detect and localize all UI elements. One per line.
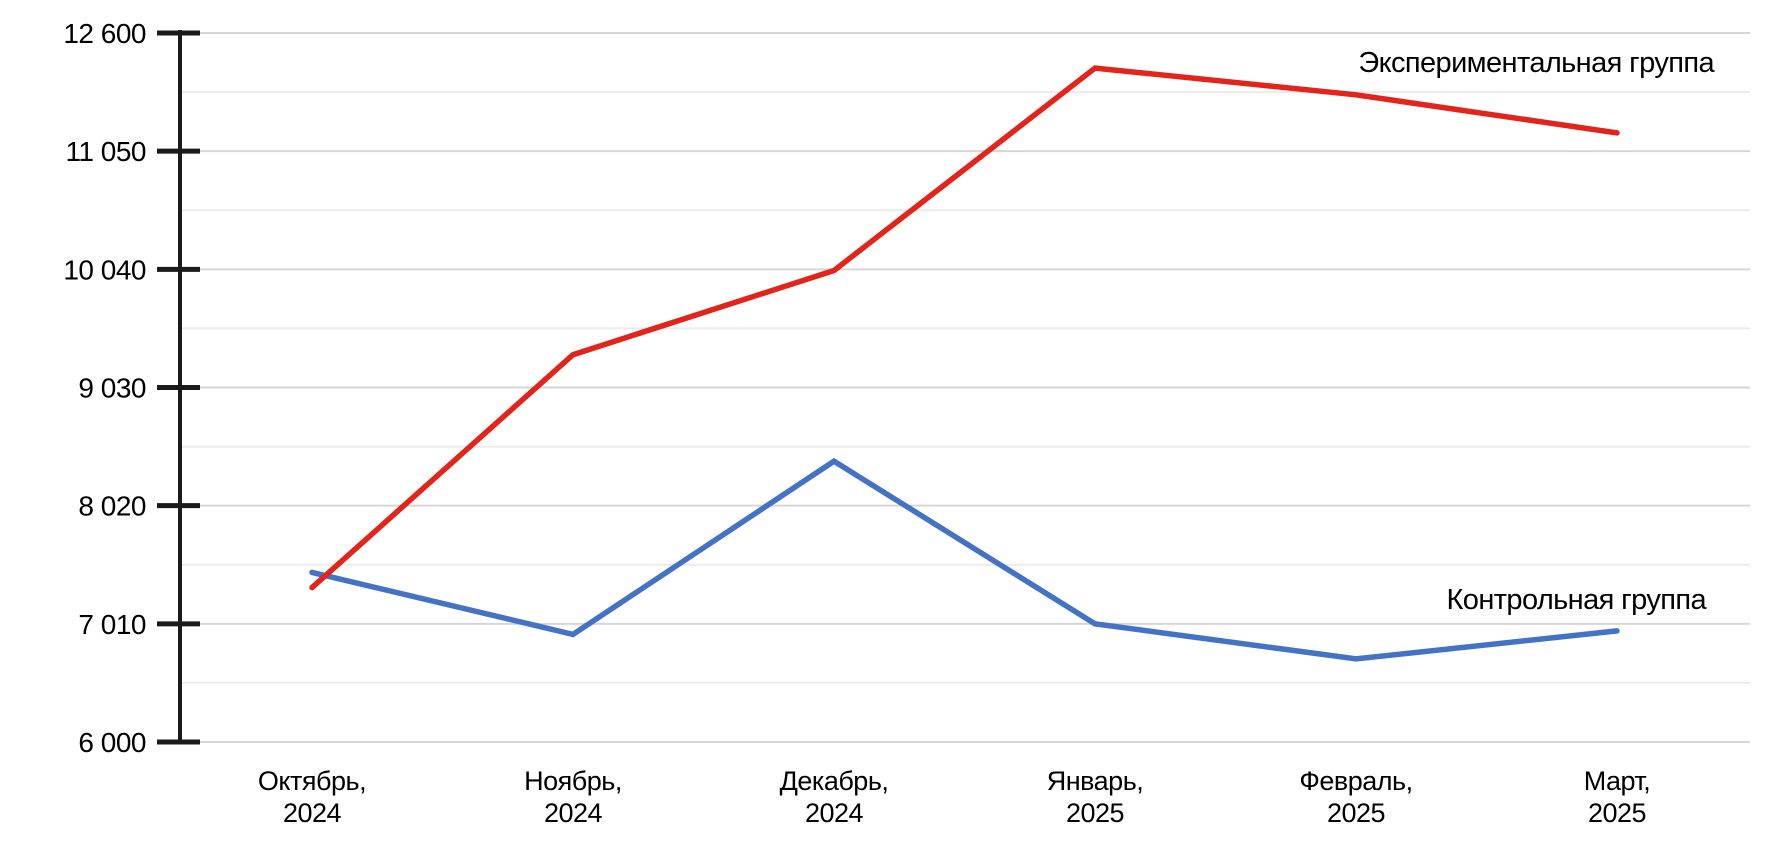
x-category-label: Март, 2025 [1584, 766, 1651, 828]
y-tick-label: 9 030 [78, 373, 146, 404]
series-line-control [309, 457, 1620, 662]
y-tick-label: 8 020 [78, 491, 146, 522]
series-label-experimental-group: Экспериментальная группа [1358, 47, 1714, 79]
x-category-label: Октябрь, 2024 [258, 766, 366, 828]
y-tick-label: 6 000 [78, 727, 146, 758]
series-line-experimental [309, 65, 1620, 591]
y-tick-label: 11 050 [65, 136, 146, 167]
y-tick-label: 10 040 [63, 254, 146, 285]
y-tick-label: 12 600 [63, 18, 146, 49]
x-category-label: Январь, 2025 [1047, 766, 1144, 828]
series-label-control-group: Контрольная группа [1446, 584, 1707, 616]
x-category-label: Ноябрь, 2024 [524, 766, 622, 828]
x-category-label: Декабрь, 2024 [780, 766, 889, 828]
x-category-label: Февраль, 2025 [1299, 766, 1412, 828]
y-tick-label: 7 010 [78, 609, 146, 640]
